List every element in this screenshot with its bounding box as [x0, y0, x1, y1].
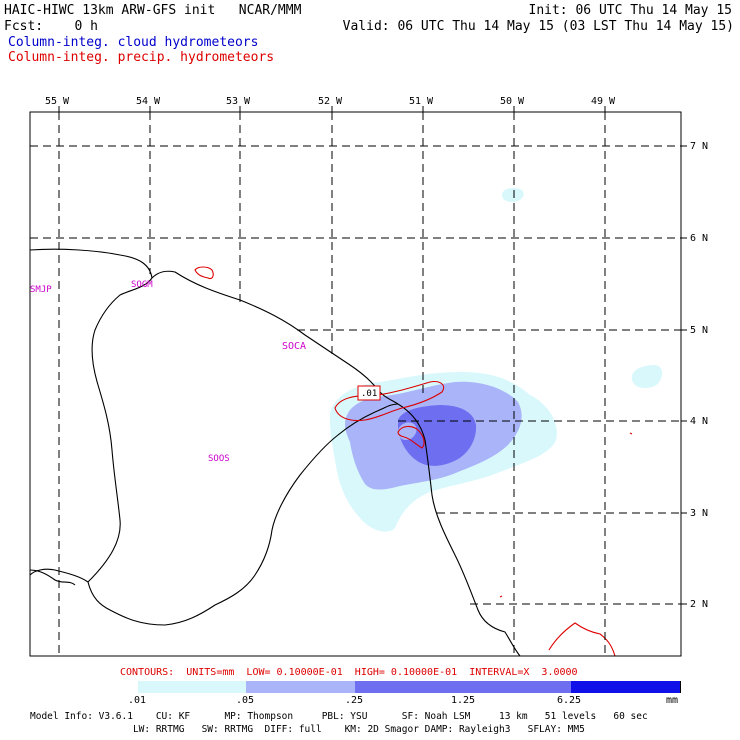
model-info-line1: Model Info: V3.6.1 CU: KF MP: Thompson P… — [30, 711, 648, 722]
graticule — [30, 112, 681, 656]
coastline — [30, 248, 521, 656]
lon-label: 50 W — [500, 96, 525, 107]
init-time: Init: 06 UTC Thu 14 May 15 — [528, 3, 733, 18]
colorbar-swatch — [246, 681, 356, 693]
lon-label: 53 W — [226, 96, 251, 107]
station-label-sogm: SOGM — [131, 280, 153, 290]
lat-label: 5 N — [690, 325, 709, 336]
lon-label: 49 W — [591, 96, 616, 107]
colorbar-swatch — [30, 681, 139, 693]
lat-label: 6 N — [690, 233, 709, 244]
station-label-soos: SOOS — [208, 454, 230, 464]
cloud-shade-dark — [398, 405, 477, 466]
axis-ticks — [58, 106, 687, 605]
colorbar-label: 1.25 — [451, 695, 476, 706]
colorbar-unit: mm — [666, 695, 679, 706]
lat-label: 2 N — [690, 599, 709, 610]
contour-label-box — [357, 385, 381, 401]
contour-label: .01 — [361, 389, 378, 399]
contour-info: CONTOURS: UNITS=mm LOW= 0.10000E-01 HIGH… — [120, 667, 578, 678]
model-info-line2: LW: RRTMG SW: RRTMG DIFF: full KM: 2D Sm… — [30, 724, 585, 735]
colorbar-swatch — [355, 681, 572, 693]
station-label-soca: SOCA — [282, 341, 307, 352]
valid-time: Valid: 06 UTC Thu 14 May 15 (03 LST Thu … — [342, 19, 734, 34]
lon-label: 51 W — [409, 96, 434, 107]
lon-label: 55 W — [45, 96, 70, 107]
lat-label: 3 N — [690, 508, 709, 519]
plot-title: HAIC-HIWC 13km ARW-GFS init NCAR/MMM — [4, 3, 302, 18]
colorbar-label: .25 — [345, 695, 364, 706]
lat-label: 4 N — [690, 416, 709, 427]
cloud-shade-light — [502, 187, 524, 202]
colorbar-label: 6.25 — [557, 695, 582, 706]
colorbar-label: .05 — [236, 695, 255, 706]
forecast-hour: Fcst: 0 h — [4, 19, 98, 34]
colorbar-label: .01 — [128, 695, 147, 706]
lon-label: 54 W — [136, 96, 161, 107]
colorbar-swatch — [571, 681, 680, 693]
legend-precip-label: Column-integ. precip. hydrometeors — [8, 50, 275, 65]
station-label-smjp: SMJP — [30, 285, 52, 295]
cloud-shade-light — [631, 365, 663, 388]
lat-label: 7 N — [690, 141, 709, 152]
map-frame — [29, 111, 682, 657]
colorbar-swatch — [138, 681, 247, 693]
legend-cloud-label: Column-integ. cloud hydrometeors — [8, 35, 259, 50]
lon-label: 52 W — [318, 96, 343, 107]
precip-contours — [194, 266, 633, 656]
